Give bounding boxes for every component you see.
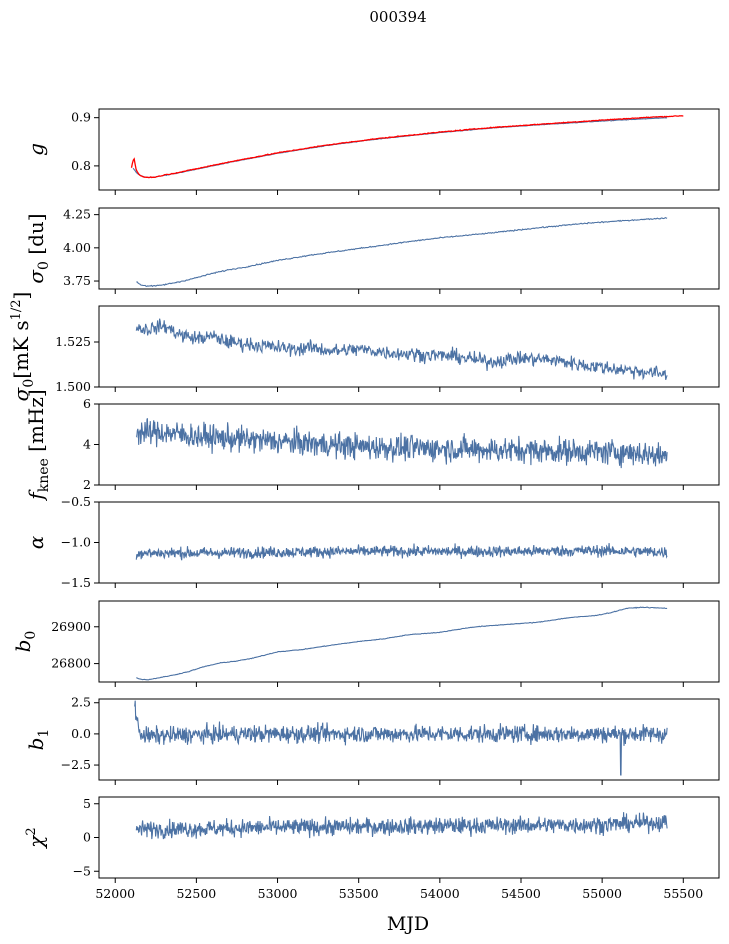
y-tick-label: 6 [83,396,91,411]
y-tick-label: 0.9 [71,110,91,125]
axes-frame [98,796,720,879]
y-tick-label: 5 [83,796,91,811]
y-tick-label: 0.0 [71,726,91,741]
axes-frame [98,600,720,683]
x-tick-label: 53500 [339,886,379,901]
axes-frame [98,207,720,290]
y-axis-label: g [24,143,48,156]
y-axis-label: b1 [24,729,52,751]
y-tick-label: −5 [73,863,91,878]
axes-frame [98,501,720,584]
series-line-2-1 [136,216,668,288]
subplot-2: 3.75 4.00 4.25 σ0 [du] [24,207,720,294]
x-tick-label: 52500 [176,886,216,901]
series-line-7-1 [134,700,668,776]
y-tick-label: −0.5 [61,494,91,509]
overlay-line [130,115,684,179]
y-tick-label: 4.00 [63,240,91,255]
x-tick-label: 52000 [95,886,135,901]
y-tick-label: 2.5 [71,695,91,710]
y-tick-label: 1.500 [55,379,91,394]
y-tick-label: 26800 [51,656,91,671]
y-tick-label: 0.8 [71,158,91,173]
subplot-8: −5 0 5 52000 52500 53000 53500 54000 54500 55000 5… [24,796,720,901]
y-tick-label: 3.75 [63,273,91,288]
subplot-4: 2 4 6 fknee [mHz] [24,389,720,502]
subplot-7: −2.5 0.0 2.5 b1 [24,695,720,785]
y-axis-label: σ0[mK s1/2] [9,292,37,402]
y-tick-label: 4.25 [63,207,91,222]
x-tick-label: 53000 [258,886,298,901]
series-line-6-1 [136,606,668,681]
y-axis-label: σ0 [du] [24,213,52,283]
y-axis-label: α [24,535,48,549]
figure-title: 000394 [369,8,426,26]
series-line-4-1 [135,418,668,469]
subplot-5: −1.5 −1.0 −0.5 α [24,494,720,590]
y-tick-label: 0 [83,830,91,845]
x-tick-label: 55000 [582,886,622,901]
subplot-1: 0.8 0.9 g [24,108,720,195]
y-tick-label: −1.5 [61,575,91,590]
subplot-3: 1.500 1.525 σ0[mK s1/2] [9,292,720,402]
y-axis-label: χ2 [24,827,48,849]
axes-frame [98,108,720,191]
series-line-3-1 [135,318,668,381]
axes-frame [98,403,720,486]
subplot-stack: 0.8 0.9 g 3.75 4.00 4.25 σ0 [du] 1.500 1.525 σ0[m… [9,108,720,901]
y-tick-label: 1.525 [55,334,91,349]
y-tick-label: −1.0 [61,535,91,550]
x-axis-label: MJD [387,913,429,935]
y-tick-label: 26900 [51,619,91,634]
x-tick-label: 54500 [501,886,541,901]
x-tick-label: 55500 [663,886,703,901]
series-line-1-1 [132,117,668,179]
y-tick-label: 2 [83,477,91,492]
axes-frame [98,305,720,388]
y-axis-label: b0 [11,631,39,653]
series-line-8-1 [135,812,668,840]
y-tick-label: −2.5 [61,757,91,772]
x-tick-label: 54000 [420,886,460,901]
series-line-5-1 [135,543,668,561]
y-axis-label: fknee [mHz] [24,389,52,501]
subplot-6: 26800 26900 b0 [11,600,720,687]
axes-frame [98,698,720,781]
y-tick-label: 4 [83,437,91,452]
